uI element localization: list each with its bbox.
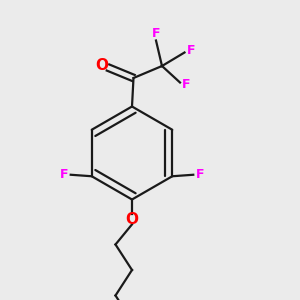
Text: F: F bbox=[182, 77, 191, 91]
Text: O: O bbox=[95, 58, 108, 74]
Text: F: F bbox=[60, 168, 68, 181]
Text: O: O bbox=[125, 212, 139, 226]
Text: F: F bbox=[187, 44, 195, 57]
Text: F: F bbox=[196, 168, 204, 181]
Text: F: F bbox=[152, 27, 160, 40]
